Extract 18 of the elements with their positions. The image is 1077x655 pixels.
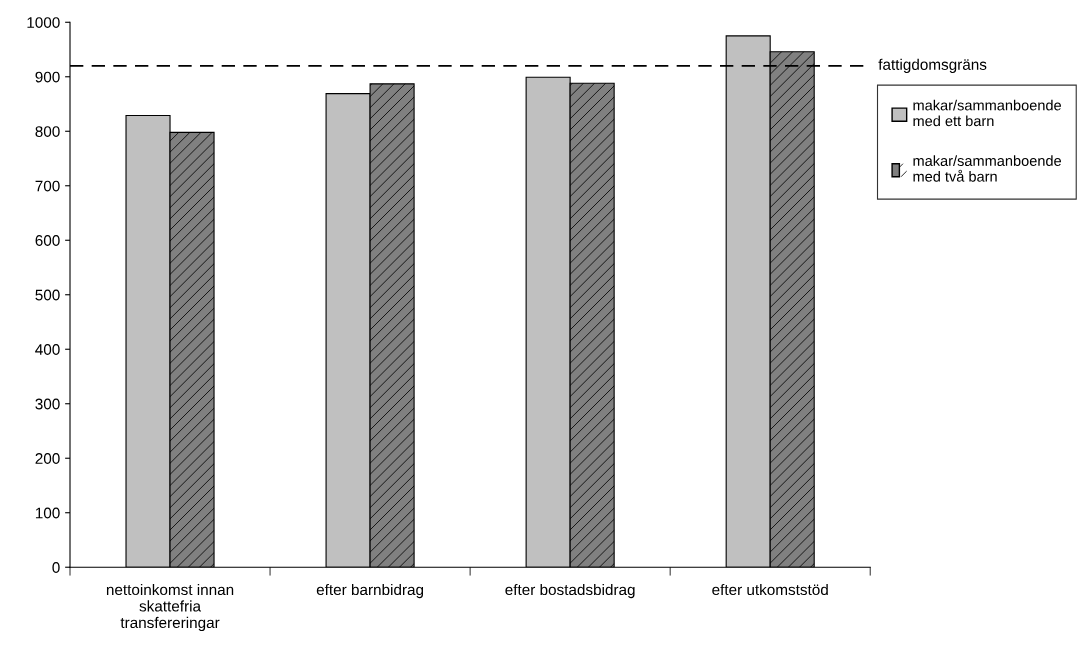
x-tick-label: nettoinkomst innan skattefria transfereringar xyxy=(106,583,234,632)
y-tick-label: 400 xyxy=(35,344,60,355)
y-tick-label: 500 xyxy=(35,289,60,301)
y-tick-label: 200 xyxy=(35,453,60,464)
y-tick-label: 1000 xyxy=(27,17,60,28)
y-tick-label: 800 xyxy=(35,126,60,137)
y-tick-label: 300 xyxy=(35,398,60,410)
x-tick-label: efter bostadsbidrag xyxy=(505,583,635,599)
x-tick-label: efter utkomststöd xyxy=(712,583,828,596)
y-tick-label: 700 xyxy=(35,180,60,192)
ref-line-label: fattigdomsgräns xyxy=(878,58,987,73)
y-tick-label: 900 xyxy=(35,71,60,83)
y-tick-label: 600 xyxy=(35,235,60,246)
y-tick-label: 0 xyxy=(52,562,60,573)
y-tick-label: 100 xyxy=(35,507,60,519)
x-tick-label: efter barnbidrag xyxy=(316,583,424,599)
legend-label: makar/sammanboende med två barn xyxy=(913,155,1062,182)
legend-label: makar/sammanboende med ett barn xyxy=(913,99,1062,127)
